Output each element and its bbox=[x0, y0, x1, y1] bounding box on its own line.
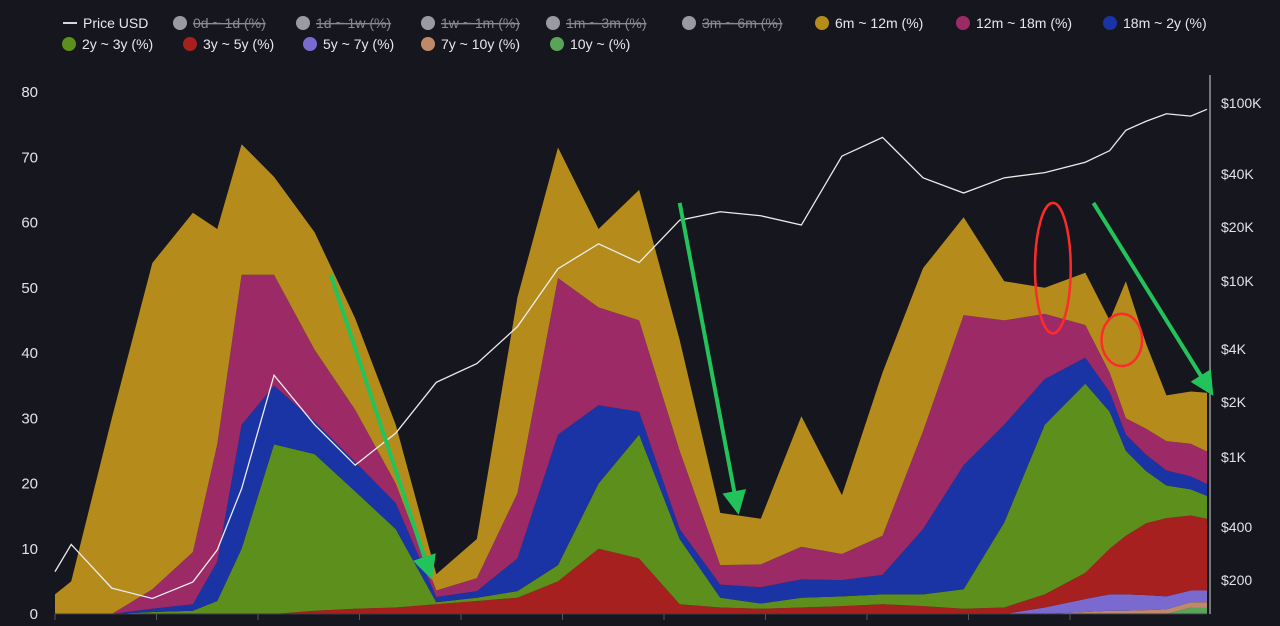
area-7y-10y bbox=[55, 602, 1207, 614]
legend-label: 1m ~ 3m (%) bbox=[566, 15, 647, 31]
legend-label: 6m ~ 12m (%) bbox=[835, 15, 923, 31]
y-tick-label: 0 bbox=[30, 606, 38, 623]
area-12m-18m bbox=[55, 274, 1207, 614]
legend-dot bbox=[296, 16, 310, 30]
price-usd-line bbox=[54, 108, 1208, 600]
red-ellipse bbox=[1100, 312, 1144, 368]
legend-label: 12m ~ 18m (%) bbox=[976, 15, 1072, 31]
legend-item: 18m ~ 2y (%) bbox=[1103, 15, 1207, 31]
y-right-tick-label: $10K bbox=[1221, 273, 1254, 289]
legend-dot bbox=[421, 37, 435, 51]
y-tick-label: 40 bbox=[21, 345, 38, 362]
green-arrow bbox=[677, 202, 747, 515]
legend: Price USD 0d ~ 1d (%) 1d ~ 1w (%) 1w ~ 1m (… bbox=[62, 15, 1207, 52]
area-5y-7y bbox=[55, 590, 1207, 614]
legend-item: 0d ~ 1d (%) bbox=[173, 15, 266, 31]
legend-label: 0d ~ 1d (%) bbox=[193, 15, 266, 31]
legend-item: 7y ~ 10y (%) bbox=[421, 36, 520, 52]
legend-item: Price USD bbox=[63, 15, 148, 31]
price-line-group bbox=[54, 108, 1208, 600]
area-3y-5y bbox=[55, 515, 1207, 614]
legend-item: 10y ~ (%) bbox=[550, 36, 630, 52]
area-6m-12m bbox=[55, 144, 1207, 614]
y-right-tick-label: $40K bbox=[1221, 166, 1254, 182]
legend-dot bbox=[421, 16, 435, 30]
legend-dot bbox=[1103, 16, 1117, 30]
y-right-tick-label: $4K bbox=[1221, 341, 1247, 357]
axes: 0 10 20 30 40 50 60 70 80 $200 $400 $1K $2K $4K $10K $2… bbox=[21, 75, 1262, 623]
green-arrow bbox=[328, 274, 436, 580]
legend-label: 2y ~ 3y (%) bbox=[82, 36, 153, 52]
y-right-tick-label: $2K bbox=[1221, 394, 1247, 410]
legend-item: 1w ~ 1m (%) bbox=[421, 15, 520, 31]
red-ellipse bbox=[1033, 201, 1072, 335]
area-2y-3y bbox=[55, 383, 1207, 614]
legend-dot bbox=[956, 16, 970, 30]
legend-item: 5y ~ 7y (%) bbox=[303, 36, 394, 52]
legend-item: 3y ~ 5y (%) bbox=[183, 36, 274, 52]
legend-label: 7y ~ 10y (%) bbox=[441, 36, 520, 52]
y-tick-label: 20 bbox=[21, 476, 38, 493]
legend-item: 12m ~ 18m (%) bbox=[956, 15, 1072, 31]
legend-label: 1d ~ 1w (%) bbox=[316, 15, 391, 31]
y-tick-label: 50 bbox=[21, 280, 38, 297]
y-tick-label: 10 bbox=[21, 541, 38, 558]
green-arrow bbox=[1091, 201, 1214, 396]
legend-item: 1m ~ 3m (%) bbox=[546, 15, 647, 31]
legend-label: Price USD bbox=[83, 15, 148, 31]
y-right-tick-label: $400 bbox=[1221, 519, 1252, 535]
legend-label: 10y ~ (%) bbox=[570, 36, 630, 52]
legend-label: 3m ~ 6m (%) bbox=[702, 15, 783, 31]
legend-item: 6m ~ 12m (%) bbox=[815, 15, 923, 31]
y-right-tick-label: $100K bbox=[1221, 95, 1262, 111]
legend-dot bbox=[183, 37, 197, 51]
stacked-areas bbox=[55, 144, 1207, 614]
legend-dot bbox=[303, 37, 317, 51]
legend-label: 18m ~ 2y (%) bbox=[1123, 15, 1207, 31]
legend-item: 3m ~ 6m (%) bbox=[682, 15, 783, 31]
legend-label: 5y ~ 7y (%) bbox=[323, 36, 394, 52]
y-tick-label: 80 bbox=[21, 84, 38, 101]
legend-dot bbox=[815, 16, 829, 30]
legend-item: 1d ~ 1w (%) bbox=[296, 15, 391, 31]
area-18m-2y bbox=[55, 357, 1207, 614]
y-tick-label: 30 bbox=[21, 410, 38, 427]
y-right-tick-label: $1K bbox=[1221, 449, 1247, 465]
y-tick-label: 70 bbox=[21, 149, 38, 166]
y-right-tick-label: $20K bbox=[1221, 219, 1254, 235]
legend-dot bbox=[550, 37, 564, 51]
annotations bbox=[328, 201, 1214, 580]
legend-item: 2y ~ 3y (%) bbox=[62, 36, 153, 52]
legend-label: 3y ~ 5y (%) bbox=[203, 36, 274, 52]
legend-dot bbox=[682, 16, 696, 30]
legend-dot bbox=[62, 37, 76, 51]
y-right-tick-label: $200 bbox=[1221, 572, 1252, 588]
legend-label: 1w ~ 1m (%) bbox=[441, 15, 520, 31]
y-tick-label: 60 bbox=[21, 215, 38, 232]
legend-dot bbox=[173, 16, 187, 30]
legend-dot bbox=[546, 16, 560, 30]
